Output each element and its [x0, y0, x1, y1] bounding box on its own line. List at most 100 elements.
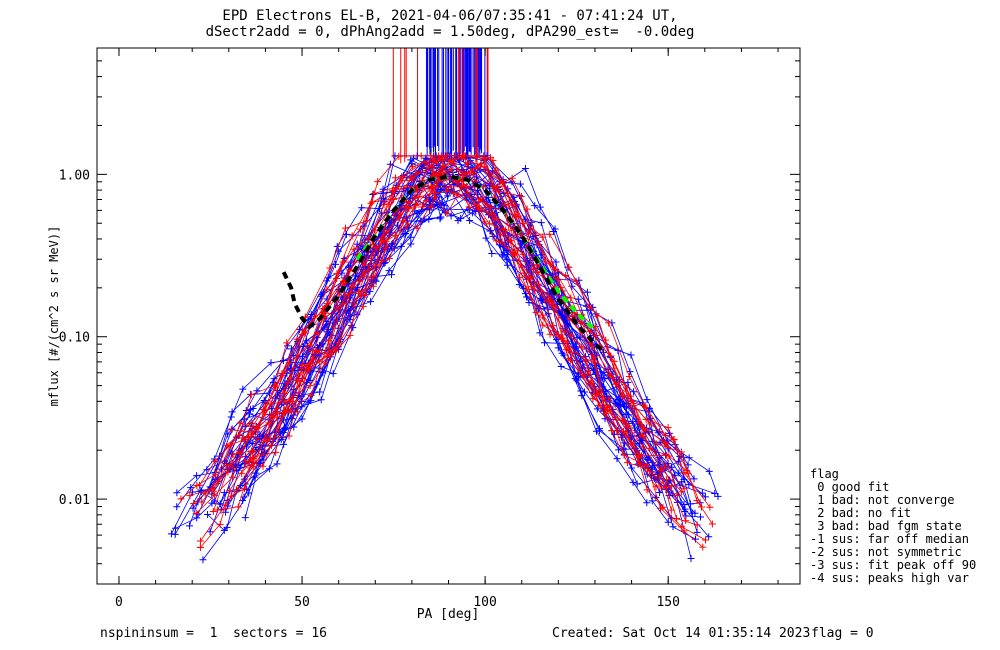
data-point-marker — [544, 297, 552, 305]
data-point-marker — [413, 209, 421, 217]
data-point-marker — [422, 197, 430, 205]
data-point-marker — [307, 391, 315, 399]
data-point-marker — [220, 489, 228, 497]
data-point-marker — [238, 469, 246, 477]
data-point-marker — [622, 411, 630, 419]
data-point-marker — [593, 405, 601, 413]
data-point-marker — [428, 163, 436, 171]
data-point-marker — [696, 513, 704, 521]
data-point-marker — [537, 219, 545, 227]
data-point-marker — [346, 331, 354, 339]
data-point-marker — [536, 203, 544, 211]
data-point-marker — [507, 236, 515, 244]
data-point-marker — [405, 205, 413, 213]
data-point-marker — [567, 294, 575, 302]
footer-spin-info: nspininsum = 1 sectors = 16 — [100, 626, 327, 641]
data-point-marker — [281, 397, 289, 405]
data-point-marker — [192, 509, 200, 517]
data-point-marker — [249, 448, 257, 456]
data-point-marker — [625, 372, 633, 380]
data-point-marker — [436, 215, 444, 223]
data-point-marker — [234, 503, 242, 511]
data-point-marker — [425, 215, 433, 223]
data-point-marker — [564, 346, 572, 354]
data-point-marker — [562, 271, 570, 279]
data-point-marker — [360, 268, 368, 276]
spectrum-line — [232, 155, 666, 472]
data-point-marker — [293, 354, 301, 362]
data-point-marker — [369, 282, 377, 290]
data-point-marker — [249, 454, 257, 462]
data-point-marker — [580, 388, 588, 396]
data-point-marker — [246, 464, 254, 472]
data-point-marker — [281, 390, 289, 398]
data-point-marker — [227, 426, 235, 434]
data-point-marker — [367, 298, 375, 306]
data-point-marker — [356, 225, 364, 233]
data-point-marker — [698, 489, 706, 497]
data-point-marker — [522, 290, 530, 298]
data-point-marker — [629, 478, 637, 486]
data-point-marker — [283, 342, 291, 350]
data-point-marker — [385, 267, 393, 275]
data-point-marker — [227, 492, 235, 500]
data-point-marker — [323, 318, 331, 326]
data-point-marker — [450, 152, 458, 160]
data-point-marker — [711, 490, 719, 498]
data-point-marker — [234, 461, 242, 469]
data-point-marker — [678, 488, 686, 496]
data-point-marker — [473, 152, 481, 160]
data-point-marker — [407, 240, 415, 248]
data-point-marker — [374, 178, 382, 186]
data-point-marker — [398, 172, 406, 180]
data-point-marker — [410, 182, 418, 190]
data-point-marker — [503, 261, 511, 269]
data-point-marker — [334, 304, 342, 312]
data-point-marker — [223, 523, 231, 531]
series-layer — [167, 152, 722, 564]
data-point-marker — [678, 523, 686, 531]
data-point-marker — [266, 434, 274, 442]
data-point-marker — [447, 212, 455, 220]
data-point-marker — [350, 245, 358, 253]
spectrum-line — [189, 183, 710, 537]
x-tick-label: 0 — [115, 595, 123, 610]
data-point-marker — [602, 336, 610, 344]
data-point-marker — [598, 374, 606, 382]
data-point-marker — [667, 506, 675, 514]
data-point-marker — [199, 556, 207, 564]
data-point-marker — [403, 222, 411, 230]
data-point-marker — [549, 322, 557, 330]
data-point-marker — [287, 345, 295, 353]
axes-layer: 0 50 100 150 0.01 0.10 1.00 — [59, 47, 800, 610]
data-point-marker — [528, 283, 536, 291]
data-point-marker — [624, 378, 632, 386]
data-point-marker — [293, 408, 301, 416]
data-point-marker — [239, 434, 247, 442]
data-point-marker — [677, 448, 685, 456]
data-point-marker — [439, 157, 447, 165]
data-point-marker — [519, 250, 527, 258]
data-point-marker — [648, 497, 656, 505]
data-point-marker — [673, 492, 681, 500]
data-point-marker — [648, 464, 656, 472]
data-point-marker — [514, 212, 522, 220]
data-point-marker — [578, 392, 586, 400]
x-tick-label: 100 — [473, 595, 496, 610]
data-point-marker — [524, 230, 532, 238]
data-point-marker — [619, 444, 627, 452]
data-point-marker — [678, 478, 686, 486]
data-point-marker — [578, 343, 586, 351]
data-point-marker — [539, 233, 547, 241]
data-point-marker — [228, 408, 236, 416]
data-point-marker — [560, 314, 568, 322]
data-point-marker — [662, 483, 670, 491]
data-point-marker — [350, 300, 358, 308]
data-point-marker — [630, 388, 638, 396]
data-point-marker — [208, 485, 216, 493]
data-point-marker — [442, 166, 450, 174]
data-point-marker — [388, 271, 396, 279]
data-point-marker — [520, 269, 528, 277]
data-point-marker — [607, 352, 615, 360]
data-point-marker — [298, 360, 306, 368]
